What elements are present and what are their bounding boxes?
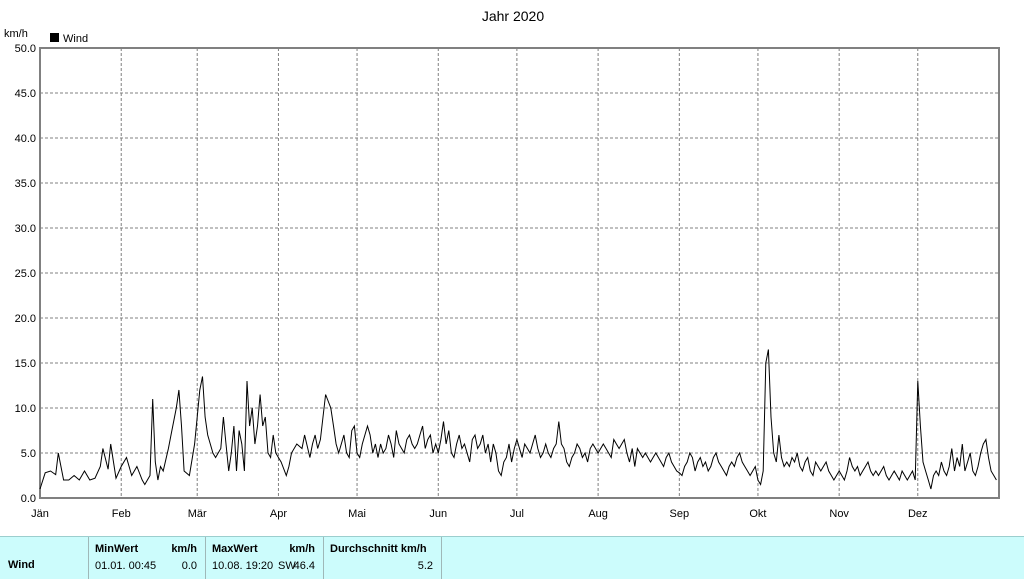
series-line-wind — [39, 349, 997, 490]
x-tick-label: Dez — [908, 508, 928, 520]
x-tick-label: Aug — [588, 508, 608, 520]
chart-title: Jahr 2020 — [482, 8, 544, 24]
y-tick-label: 10.0 — [15, 403, 36, 415]
max-value: 46.4 — [293, 560, 315, 572]
y-tick-label: 45.0 — [15, 88, 36, 100]
x-tick-label: Apr — [270, 508, 287, 520]
legend-label: Wind — [63, 33, 88, 45]
avg-label: Durchschnitt km/h — [330, 543, 427, 555]
stats-row-label-cell: Wind — [0, 537, 88, 579]
y-ticks: 0.0 5.0 10.0 15.0 20.0 25.0 30.0 35.0 40.0 45.0 50… — [15, 43, 36, 505]
x-tick-label: Mär — [188, 508, 207, 520]
y-tick-label: 0.0 — [21, 493, 36, 505]
y-axis-label: km/h — [4, 28, 28, 40]
avg-value: 5.2 — [417, 560, 433, 572]
x-tick-label: Sep — [670, 508, 690, 520]
stats-max-cell: MaxWert km/h 10.08. 19:20 SW 46.4 — [206, 537, 324, 579]
min-value: 0.0 — [181, 560, 197, 572]
x-tick-label: Jul — [510, 508, 524, 520]
max-time: 10.08. 19:20 — [212, 560, 274, 572]
min-label: MinWert — [95, 543, 139, 555]
x-ticks: Jän Feb Mär Apr Mai Jun Jul Aug Sep Okt Nov Dez — [31, 508, 927, 520]
grid — [40, 48, 999, 498]
chart-svg: Jahr 2020 km/h Wind 0.0 5.0 10.0 15.0 20.0 25… — [4, 8, 1000, 520]
stats-min-cell: MinWert km/h 01.01. 00:45 0.0 — [88, 537, 206, 579]
stats-avg-cell: Durchschnitt km/h 5.2 — [324, 537, 442, 579]
min-time: 01.01. 00:45 — [95, 560, 157, 572]
y-tick-label: 40.0 — [15, 133, 36, 145]
x-tick-label: Jun — [429, 508, 447, 520]
x-tick-label: Nov — [829, 508, 849, 520]
x-tick-label: Jän — [31, 508, 49, 520]
y-tick-label: 35.0 — [15, 178, 36, 190]
x-tick-label: Mai — [348, 508, 366, 520]
min-unit: km/h — [171, 543, 197, 555]
y-tick-label: 25.0 — [15, 268, 36, 280]
y-tick-label: 50.0 — [15, 43, 36, 55]
x-tick-label: Feb — [112, 508, 131, 520]
stats-panel: Wind MinWert km/h 01.01. 00:45 0.0 MaxWe… — [0, 536, 1024, 579]
max-direction: SW — [278, 560, 296, 572]
x-tick-label: Okt — [749, 508, 766, 520]
plot-frame — [39, 47, 1000, 499]
y-tick-label: 30.0 — [15, 223, 36, 235]
y-tick-label: 15.0 — [15, 358, 36, 370]
legend-swatch — [50, 33, 59, 42]
y-tick-label: 5.0 — [21, 448, 36, 460]
y-tick-label: 20.0 — [15, 313, 36, 325]
max-label: MaxWert — [212, 543, 258, 555]
max-unit: km/h — [289, 543, 315, 555]
stats-row-label: Wind — [8, 559, 35, 571]
